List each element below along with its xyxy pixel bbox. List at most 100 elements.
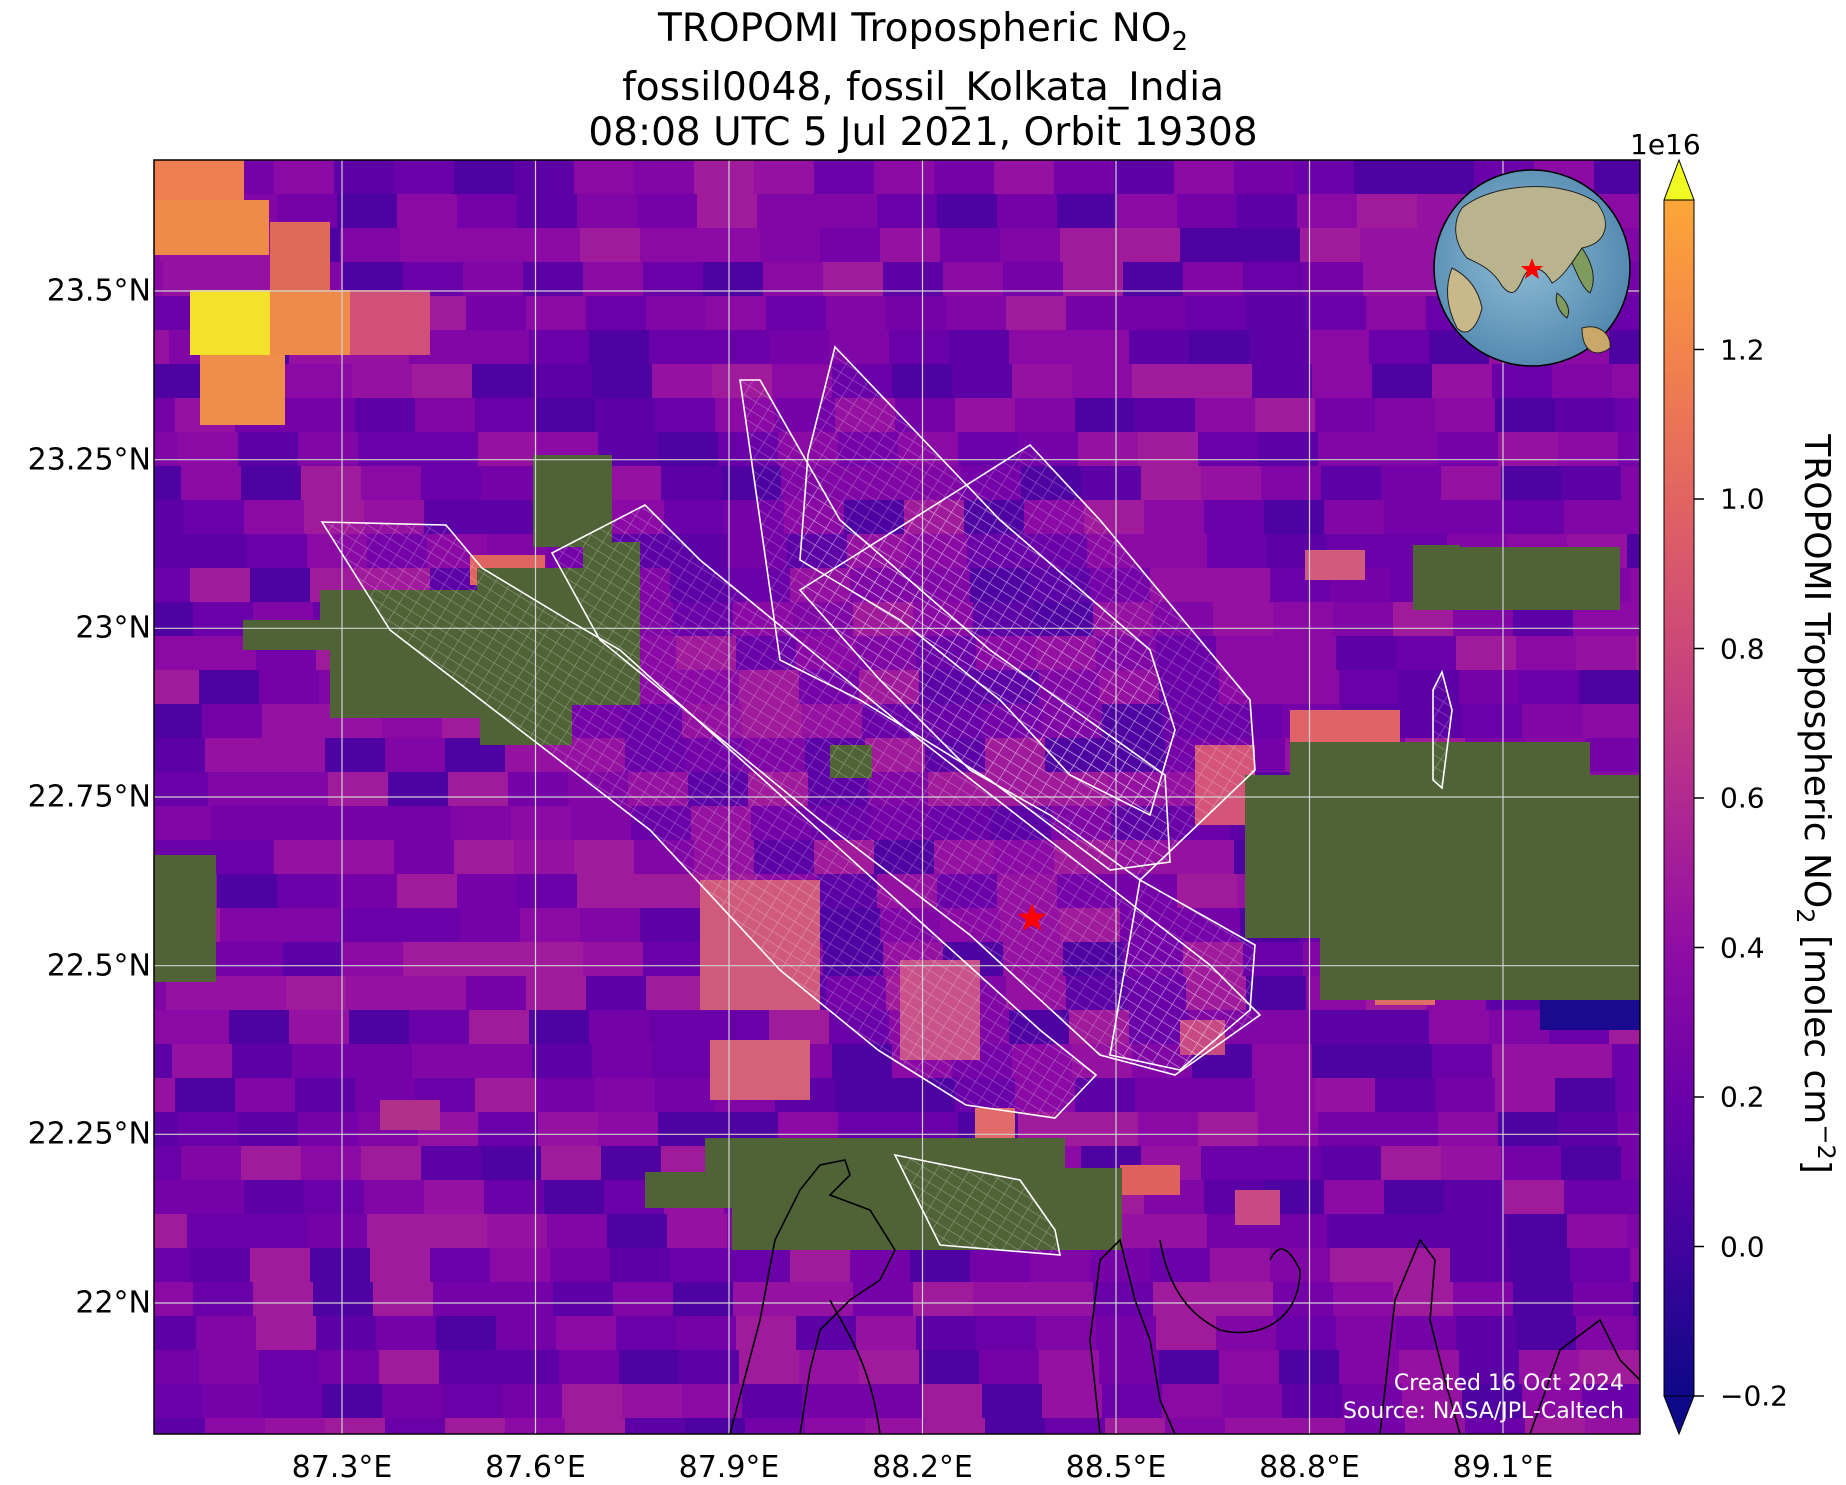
no2-pixel xyxy=(1432,364,1492,398)
no2-pixel xyxy=(1564,500,1624,534)
colorbar xyxy=(1663,158,1704,1436)
no2-pixel xyxy=(1015,398,1075,432)
no2-pixel xyxy=(658,432,718,466)
no2-pixel xyxy=(634,160,694,194)
no2-pixel xyxy=(1504,500,1564,534)
no2-pixel xyxy=(421,466,481,500)
no2-pixel xyxy=(349,1010,409,1044)
no2-pixel xyxy=(613,1282,673,1316)
no2-pixel xyxy=(253,1282,313,1316)
no2-pixel xyxy=(919,1350,979,1384)
no2-pixel xyxy=(1264,500,1324,534)
no2-pixel xyxy=(211,806,271,840)
no2-pixel xyxy=(1624,1180,1640,1214)
colorbar-tick-label: −0.2 xyxy=(1720,1379,1788,1413)
no2-pixel xyxy=(1096,1316,1156,1350)
no2-pixel xyxy=(337,874,397,908)
no2-pixel xyxy=(454,160,514,194)
y-tick-label: 23°N xyxy=(75,610,151,646)
no2-pixel xyxy=(1558,432,1618,466)
no2-pixel xyxy=(805,1418,865,1434)
no2-pixel xyxy=(154,1282,193,1316)
no2-pixel xyxy=(703,262,763,296)
no2-pixel xyxy=(1465,1418,1525,1434)
no2-pixel xyxy=(1327,1214,1387,1248)
no2-pixel xyxy=(1003,262,1063,296)
no2-pixel xyxy=(154,1384,202,1418)
no2-pixel xyxy=(934,160,994,194)
no2-pixel xyxy=(187,1214,247,1248)
no2-pixel xyxy=(649,1010,709,1044)
no2-pixel xyxy=(481,1146,541,1180)
no2-pixel xyxy=(262,704,322,738)
no2-pixel xyxy=(154,466,181,500)
no2-pixel xyxy=(202,1384,262,1418)
no2-pixel xyxy=(241,1146,301,1180)
no2-pixel xyxy=(1216,636,1276,670)
no2-pixel xyxy=(1252,1044,1312,1078)
no2-pixel xyxy=(232,1044,292,1078)
no2-pixel xyxy=(547,1214,607,1248)
no2-pixel xyxy=(1618,432,1640,466)
no2-hotspot-pixel xyxy=(270,290,350,355)
no2-pixel xyxy=(1174,840,1234,874)
no2-pixel xyxy=(535,398,595,432)
target-star-marker xyxy=(1017,903,1047,931)
no2-pixel xyxy=(190,1248,250,1282)
no2-pixel xyxy=(418,432,478,466)
no2-pixel xyxy=(1384,500,1444,534)
no2-pixel xyxy=(592,364,652,398)
no2-pixel xyxy=(1297,194,1357,228)
no2-pixel xyxy=(442,1384,502,1418)
no2-pixel xyxy=(814,160,874,194)
y-tick-label: 23.25°N xyxy=(27,442,151,478)
no2-pixel xyxy=(823,262,883,296)
coastlines xyxy=(729,1159,1640,1434)
no2-pixel xyxy=(1246,296,1306,330)
no2-pixel xyxy=(610,1248,670,1282)
no2-pixel xyxy=(1633,602,1640,636)
no2-pixel xyxy=(1696,1316,1756,1350)
no2-pixel xyxy=(769,1010,829,1044)
no2-pixel xyxy=(67,1214,127,1248)
no2-pixel xyxy=(577,194,637,228)
no2-pixel xyxy=(487,1214,547,1248)
no2-pixel xyxy=(1258,432,1318,466)
no2-pixel xyxy=(742,1384,802,1418)
no2-pixel xyxy=(427,1214,487,1248)
no2-pixel xyxy=(1234,160,1294,194)
no2-pixel xyxy=(583,942,643,976)
no2-pixel xyxy=(1522,704,1582,738)
no2-pixel xyxy=(340,228,400,262)
no2-pixel xyxy=(640,228,700,262)
no2-pixel xyxy=(790,1248,850,1282)
no2-pixel xyxy=(1378,1112,1438,1146)
no2-pixel xyxy=(64,500,124,534)
no2-pixel xyxy=(1561,466,1621,500)
no2-pixel xyxy=(670,1248,730,1282)
no2-pixel xyxy=(199,1350,259,1384)
no2-pixel xyxy=(226,976,286,1010)
no2-pixel xyxy=(925,1418,985,1434)
x-tick-label: 89.1°E xyxy=(1452,1450,1554,1485)
no2-pixel xyxy=(706,296,766,330)
no2-pixel xyxy=(205,1418,265,1434)
no2-pixel xyxy=(1306,296,1366,330)
no2-pixel xyxy=(1252,364,1312,398)
no2-pixel xyxy=(1147,534,1207,568)
no2-pixel xyxy=(709,1010,769,1044)
no2-pixel xyxy=(808,1452,868,1484)
no2-pixel xyxy=(1375,398,1435,432)
no2-pixel xyxy=(1456,1316,1516,1350)
no2-pixel xyxy=(1396,636,1456,670)
no2-pixel xyxy=(1135,1078,1195,1112)
no2-pixel xyxy=(1369,1010,1429,1044)
no2-pixel xyxy=(952,364,1012,398)
no2-pixel xyxy=(1123,262,1183,296)
no2-pixel xyxy=(430,1248,490,1282)
no2-pixel xyxy=(361,466,421,500)
no2-pixel xyxy=(400,908,460,942)
no2-pixel xyxy=(1150,1248,1210,1282)
no2-pixel xyxy=(274,840,334,874)
no2-pixel xyxy=(769,330,829,364)
